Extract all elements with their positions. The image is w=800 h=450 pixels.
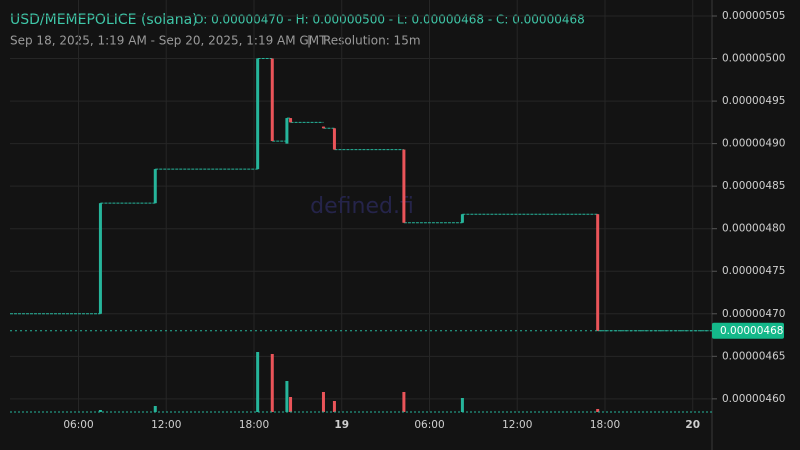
volume-bar xyxy=(402,392,406,412)
y-tick-label: 0.00000490 xyxy=(722,138,785,150)
volume-bar xyxy=(98,410,102,412)
candle-body xyxy=(256,58,260,170)
x-tick-label: 06:00 xyxy=(63,419,93,431)
candle-body xyxy=(460,214,464,223)
y-tick-label: 0.00000495 xyxy=(722,95,785,107)
y-tick-label: 0.00000465 xyxy=(722,350,785,362)
y-tick-label: 0.00000480 xyxy=(722,223,785,235)
y-tick-label: 0.00000475 xyxy=(722,265,785,277)
x-tick-label: 18:00 xyxy=(590,419,620,431)
y-tick-label: 0.00000460 xyxy=(722,393,785,405)
candle-body xyxy=(285,118,289,144)
candle-body xyxy=(596,214,600,331)
x-tick-label: 12:00 xyxy=(502,419,532,431)
y-tick-label: 0.00000470 xyxy=(722,308,785,320)
last-price-box xyxy=(712,322,784,339)
volume-bar xyxy=(285,381,289,412)
chart-title: USD/MEMEPOLICE (solana) xyxy=(10,12,198,28)
x-tick-label: 12:00 xyxy=(151,419,181,431)
candle-body xyxy=(153,169,157,204)
ohlc-summary: O: 0.00000470 - H: 0.00000500 - L: 0.000… xyxy=(194,13,585,27)
watermark: defined.fi xyxy=(310,194,414,219)
candle-body xyxy=(289,118,293,123)
last-price-label: 0.00000468 xyxy=(720,325,783,337)
volume-bar xyxy=(289,397,293,412)
candle-body xyxy=(332,128,336,150)
separator: | xyxy=(307,34,311,48)
candle-body xyxy=(98,203,102,314)
x-tick-label: 06:00 xyxy=(414,419,444,431)
volume-bar xyxy=(332,401,336,412)
candle-body xyxy=(270,58,274,142)
x-tick-label: 20 xyxy=(685,419,700,431)
volume-bar xyxy=(460,398,464,412)
volume-bar xyxy=(596,409,600,412)
volume-bar xyxy=(270,354,274,412)
volume-bar xyxy=(153,406,157,412)
y-tick-label: 0.00000505 xyxy=(722,10,785,22)
chart-subtitle: Sep 18, 2025, 1:19 AM - Sep 20, 2025, 1:… xyxy=(10,34,327,48)
y-tick-label: 0.00000500 xyxy=(722,53,785,65)
x-tick-label: 18:00 xyxy=(239,419,269,431)
y-tick-label: 0.00000485 xyxy=(722,180,785,192)
x-tick-label: 19 xyxy=(334,419,349,431)
candle-body xyxy=(402,149,406,223)
resolution: Resolution: 15m xyxy=(323,34,421,48)
volume-bar xyxy=(256,352,260,412)
volume-bar xyxy=(321,392,325,412)
candle-body xyxy=(321,126,325,129)
